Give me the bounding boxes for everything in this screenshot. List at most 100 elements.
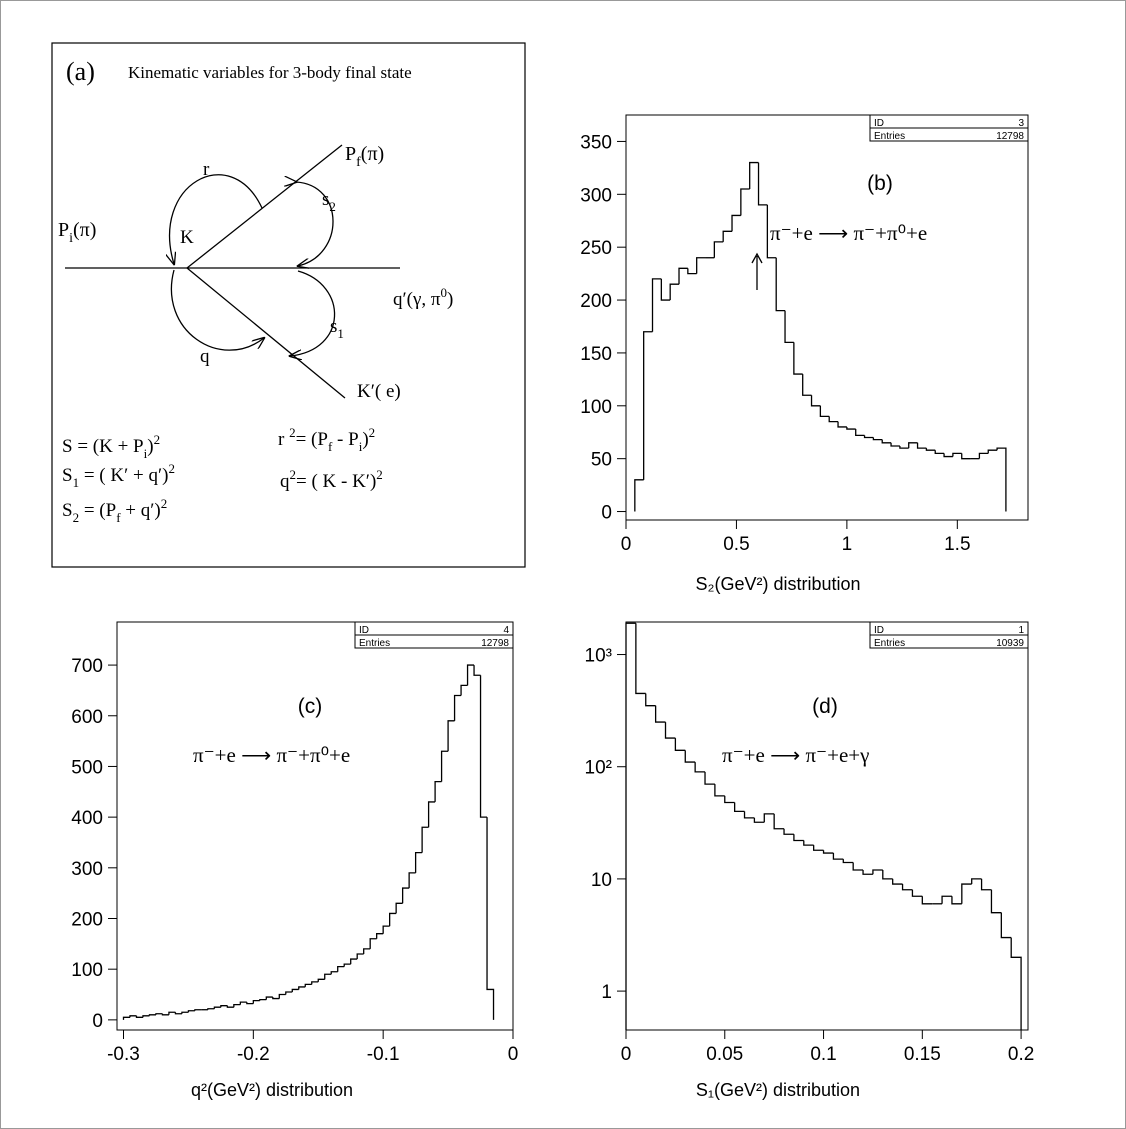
- histogram-bin: [466, 664, 475, 686]
- histogram-bin: [486, 817, 495, 1020]
- label-part: = (P: [296, 429, 328, 450]
- histogram-bin: [376, 933, 384, 939]
- y-tick-label: 10³: [585, 646, 612, 667]
- label-part: ): [447, 289, 453, 310]
- label-part: i: [144, 446, 148, 461]
- histogram-bin: [168, 1011, 176, 1015]
- line: [186, 144, 343, 269]
- histogram-bin: [961, 453, 971, 460]
- histogram-bin: [978, 452, 989, 459]
- histogram-bin: [911, 889, 923, 897]
- x-tick-label: 0.1: [810, 1044, 836, 1065]
- histogram-bin: [246, 1002, 254, 1005]
- x-tick-label: 0: [621, 1044, 632, 1065]
- label-part: (π): [361, 143, 384, 165]
- histogram-bin: [643, 331, 653, 480]
- histogram-bin: [278, 993, 286, 999]
- label-part: i: [69, 231, 73, 246]
- histogram-bin: [916, 442, 927, 449]
- histogram-bin: [882, 870, 893, 880]
- histogram-bin: [810, 395, 821, 407]
- y-tick-label: 200: [580, 291, 612, 312]
- diagram-label: q2= ( K - K′)2: [280, 467, 383, 492]
- histogram-bin: [337, 965, 345, 972]
- y-tick-label: 400: [71, 808, 103, 829]
- annotation: π⁻+e ⟶ π⁻+π⁰+e: [193, 743, 350, 767]
- label-part: 2: [73, 510, 80, 525]
- label-part: r: [203, 159, 210, 180]
- stats-label: Entries: [874, 638, 905, 649]
- x-axis-label: q²(GeV²) distribution: [191, 1080, 353, 1100]
- histogram-bin: [740, 188, 750, 216]
- histogram-bin: [731, 214, 741, 232]
- histogram-bin: [265, 996, 273, 1000]
- histogram-bin: [921, 896, 933, 905]
- stats-value: 1: [1018, 625, 1024, 636]
- histogram-bin: [427, 801, 436, 828]
- histogram-bin: [660, 278, 671, 301]
- histogram-bin: [479, 675, 488, 818]
- label-part: 2: [168, 461, 175, 476]
- diagram-label: r: [203, 159, 210, 180]
- histogram-bin: [298, 986, 306, 990]
- histogram-bin: [330, 971, 338, 975]
- histogram-bin: [252, 999, 260, 1004]
- histogram-bin: [324, 973, 332, 980]
- x-tick-label: 0.05: [706, 1044, 743, 1065]
- histogram-bin: [129, 1015, 137, 1018]
- histogram-bin: [881, 439, 892, 444]
- histogram-bin: [239, 1001, 247, 1005]
- histogram-bin: [181, 1011, 189, 1014]
- histogram-bin: [793, 342, 803, 375]
- diagram-label: K′( e): [357, 381, 401, 402]
- histogram-bin: [421, 826, 429, 853]
- diagram-label: Pf(π): [345, 143, 384, 170]
- histogram-bin: [852, 862, 864, 871]
- label-part: K: [180, 227, 194, 248]
- histogram-bin: [369, 938, 377, 949]
- histogram-bin: [842, 859, 854, 864]
- label-part: 2: [376, 467, 383, 482]
- y-tick-label: 350: [580, 132, 612, 153]
- histogram-bin: [174, 1012, 182, 1015]
- y-tick-label: 10²: [585, 758, 612, 779]
- arc: [170, 269, 264, 351]
- x-axis-label: S₂(GeV²) distribution: [695, 574, 860, 594]
- histogram-bin: [142, 1015, 150, 1018]
- x-tick-label: 1.5: [944, 534, 970, 555]
- histogram-bin: [678, 267, 688, 285]
- plot-frame: [625, 621, 1029, 1031]
- x-tick-label: 1: [842, 534, 853, 555]
- histogram-bin: [122, 1016, 130, 1020]
- histogram-bin: [934, 450, 945, 455]
- label-part: f: [116, 510, 121, 525]
- histogram-bin: [743, 811, 755, 819]
- histogram-bin: [837, 421, 847, 428]
- plot-frame: [116, 621, 514, 1031]
- histogram-bin: [990, 889, 1002, 914]
- stats-value: 12798: [481, 638, 509, 649]
- histogram-bin: [434, 781, 442, 802]
- label-part: q: [200, 346, 210, 367]
- annotation: π⁻+e ⟶ π⁻+e+γ: [722, 743, 869, 767]
- histogram-bin: [408, 872, 416, 889]
- histogram-bin: [952, 452, 962, 457]
- y-tick-label: 500: [71, 757, 103, 778]
- label-part: s: [330, 316, 337, 337]
- label-part: = ( K - K′): [296, 471, 376, 492]
- histogram-bin: [311, 981, 319, 985]
- label-part: S = (K + P: [62, 436, 144, 457]
- diagram-label: Pi(π): [58, 219, 96, 246]
- label-part: f: [328, 439, 333, 454]
- arc: [290, 270, 336, 356]
- y-tick-label: 1: [601, 982, 612, 1003]
- histogram-bin: [793, 834, 804, 842]
- histogram-bin: [872, 869, 883, 875]
- stats-value: 3: [1018, 118, 1024, 129]
- diagram-label: r 2= (Pf - Pi)2: [278, 425, 375, 454]
- histogram-bin: [651, 278, 662, 332]
- histogram-bin: [704, 771, 715, 785]
- histogram-bin: [1000, 912, 1012, 939]
